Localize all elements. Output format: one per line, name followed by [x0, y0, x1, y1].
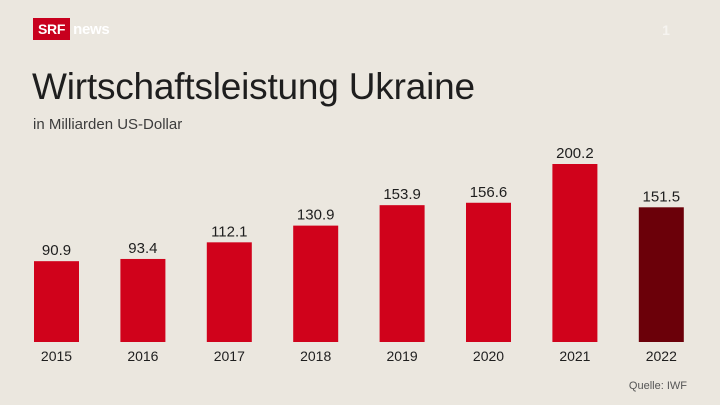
bar-2022	[638, 207, 684, 342]
x-tick-2022: 2022	[646, 348, 677, 364]
data-label-2019: 153.9	[383, 186, 421, 203]
x-tick-2018: 2018	[300, 348, 331, 364]
data-label-2018: 130.9	[297, 207, 335, 224]
x-tick-2016: 2016	[127, 348, 158, 364]
bar-2020	[466, 202, 511, 342]
bar-2017	[206, 242, 252, 342]
data-label-2021: 200.2	[556, 145, 594, 162]
x-tick-2021: 2021	[559, 348, 590, 364]
bar-2019	[379, 205, 425, 342]
data-label-2016: 93.4	[128, 240, 157, 257]
source-note: Quelle: IWF	[628, 380, 687, 392]
bar-2015	[34, 261, 79, 342]
x-tick-2015: 2015	[41, 348, 72, 364]
channel-bug-icon: 1	[662, 22, 670, 38]
chart-title: Wirtschaftsleistung Ukraine	[32, 66, 475, 107]
bar-2021	[552, 164, 598, 342]
data-label-2017: 112.1	[211, 223, 247, 240]
data-label-2020: 156.6	[470, 184, 508, 201]
data-label-2022: 151.5	[643, 188, 681, 205]
bar-2018	[293, 225, 339, 342]
x-tick-2017: 2017	[214, 348, 245, 364]
data-label-2015: 90.9	[42, 242, 71, 259]
srf-news-logo: SRF news	[33, 18, 112, 40]
logo-srf: SRF	[33, 18, 71, 40]
chart-subtitle: in Milliarden US-Dollar	[33, 116, 183, 133]
bar-2016	[120, 258, 166, 342]
x-tick-2019: 2019	[387, 348, 418, 364]
logo-news: news	[73, 20, 110, 38]
x-tick-2020: 2020	[473, 348, 504, 364]
